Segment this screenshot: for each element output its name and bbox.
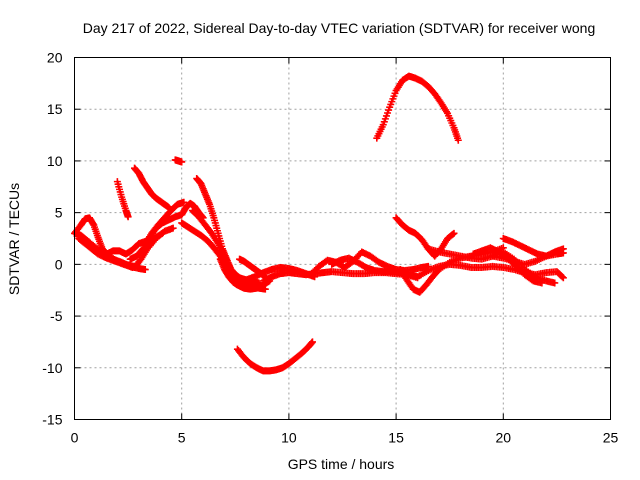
series-track-09	[141, 198, 188, 248]
x-axis-label: GPS time / hours	[288, 456, 395, 472]
series-track-29	[489, 249, 567, 268]
plot-frame	[74, 57, 611, 420]
data-point	[178, 158, 186, 166]
y-tick-label: 0	[55, 256, 63, 272]
data-point	[308, 338, 316, 346]
y-tick-label: 5	[55, 205, 63, 221]
data-point	[141, 266, 149, 274]
data-point-interp	[558, 273, 566, 281]
data-point	[124, 213, 132, 221]
y-tick-label: 15	[47, 101, 63, 117]
y-tick-label: -15	[42, 412, 62, 428]
data-point	[450, 229, 458, 237]
data-point	[180, 198, 188, 206]
y-tick-label: 10	[47, 153, 63, 169]
x-tick-label: 0	[71, 430, 79, 446]
series-track-05	[113, 178, 132, 221]
series-track-10	[171, 156, 186, 166]
y-tick-label: -10	[42, 360, 62, 376]
data-point	[551, 279, 559, 287]
data-points-layer	[71, 72, 567, 375]
series-track-08	[131, 164, 173, 211]
data-point	[169, 224, 177, 232]
y-tick-label: -5	[50, 308, 63, 324]
series-track-22	[373, 72, 462, 144]
series-track-03	[75, 235, 136, 271]
ticks-layer: 0 5 10 15 20 25 -15 -10 -5 0 5 10 15 20	[42, 50, 618, 446]
y-axis-label: SDTVAR / TECUs	[6, 183, 22, 295]
x-tick-label: 25	[603, 430, 619, 446]
data-point	[559, 249, 567, 257]
x-tick-label: 20	[496, 430, 512, 446]
x-tick-label: 15	[388, 430, 404, 446]
x-tick-label: 5	[178, 430, 186, 446]
data-point	[559, 274, 567, 282]
chart-title: Day 217 of 2022, Sidereal Day-to-day VTE…	[83, 20, 596, 36]
series-track-23	[392, 214, 458, 260]
series-track-07	[131, 224, 177, 271]
series-track-19	[233, 338, 316, 375]
x-tick-label: 10	[281, 430, 297, 446]
y-tick-label: 20	[47, 50, 63, 66]
data-point	[454, 136, 462, 144]
data-point-interp	[449, 230, 457, 238]
series-track-04	[103, 229, 166, 258]
data-point	[538, 279, 546, 287]
